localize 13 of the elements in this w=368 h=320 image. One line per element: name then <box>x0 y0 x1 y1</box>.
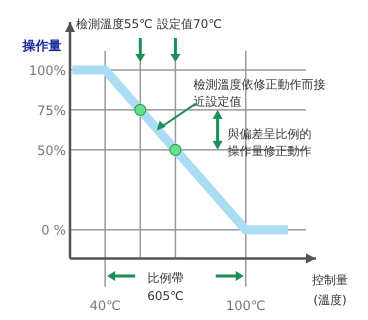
y-axis-title: 操作量 <box>22 39 62 54</box>
text: 比例帶 605℃ <box>147 271 184 303</box>
x-tick-label: 100℃ <box>226 299 266 314</box>
ref-line-label: 檢測溫度55℃ <box>76 17 153 31</box>
ref-line-label: 設定值70℃ <box>157 17 222 31</box>
x-tick-label: 40℃ <box>90 299 121 314</box>
y-tick-label: 0 % <box>41 224 66 239</box>
y-tick-label: 75% <box>37 104 66 119</box>
annotation: 與偏差呈比例的操作量修正動作 <box>228 127 312 158</box>
annotation: 檢測溫度依修正動作而接近設定值 <box>194 78 326 109</box>
y-tick-label: 50% <box>37 144 66 159</box>
y-tick-label: 100% <box>28 64 66 79</box>
x-axis-title: 控制量 (溫度) <box>312 273 348 307</box>
